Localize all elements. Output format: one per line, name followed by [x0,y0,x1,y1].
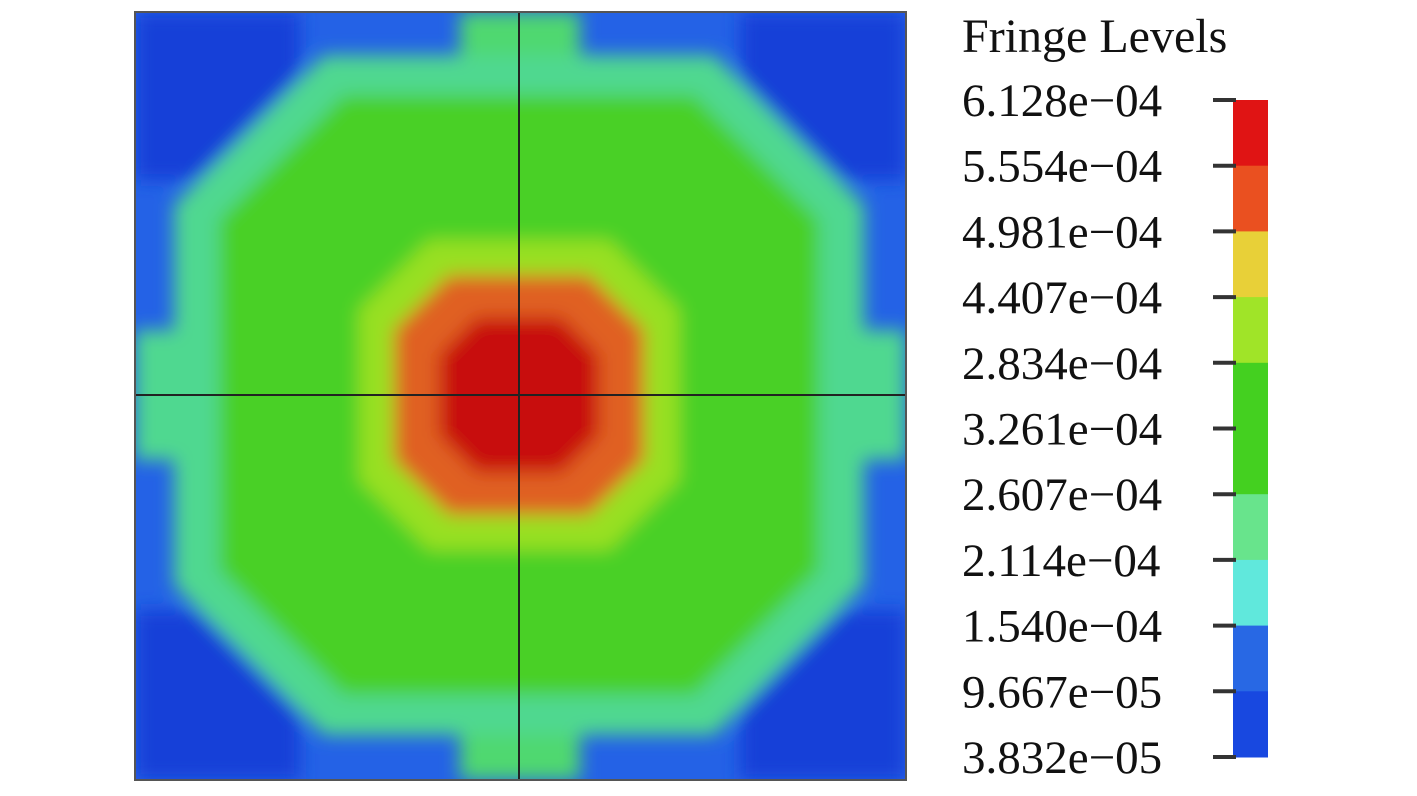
color-band [1233,691,1268,758]
color-band [1233,100,1268,167]
plot-frame [134,11,907,781]
level-label: 2.834e−04 [962,338,1162,390]
fringe-field [135,12,906,780]
level-label: 3.261e−04 [962,404,1162,456]
color-band [1233,428,1268,495]
level-label: 4.981e−04 [962,206,1162,258]
level-label: 9.667e−05 [962,666,1162,718]
color-band [1233,231,1268,298]
level-label: 1.540e−04 [962,601,1162,653]
color-band [1233,362,1268,429]
legend-title: Fringe Levels [962,10,1227,63]
level-label: 2.114e−04 [962,535,1160,587]
color-band [1233,297,1268,364]
level-label: 3.832e−05 [962,732,1162,784]
level-label: 4.407e−04 [962,272,1162,324]
level-label: 6.128e−04 [962,75,1162,127]
color-band [1233,494,1268,561]
level-label: 2.607e−04 [962,469,1162,521]
color-band [1233,165,1268,232]
legend: 6.128e−04 5.554e−04 4.981e−04 4.407e−04 2.83… [962,75,1268,784]
color-band [1233,625,1268,692]
color-band [1233,559,1268,627]
level-label: 5.554e−04 [962,141,1162,193]
